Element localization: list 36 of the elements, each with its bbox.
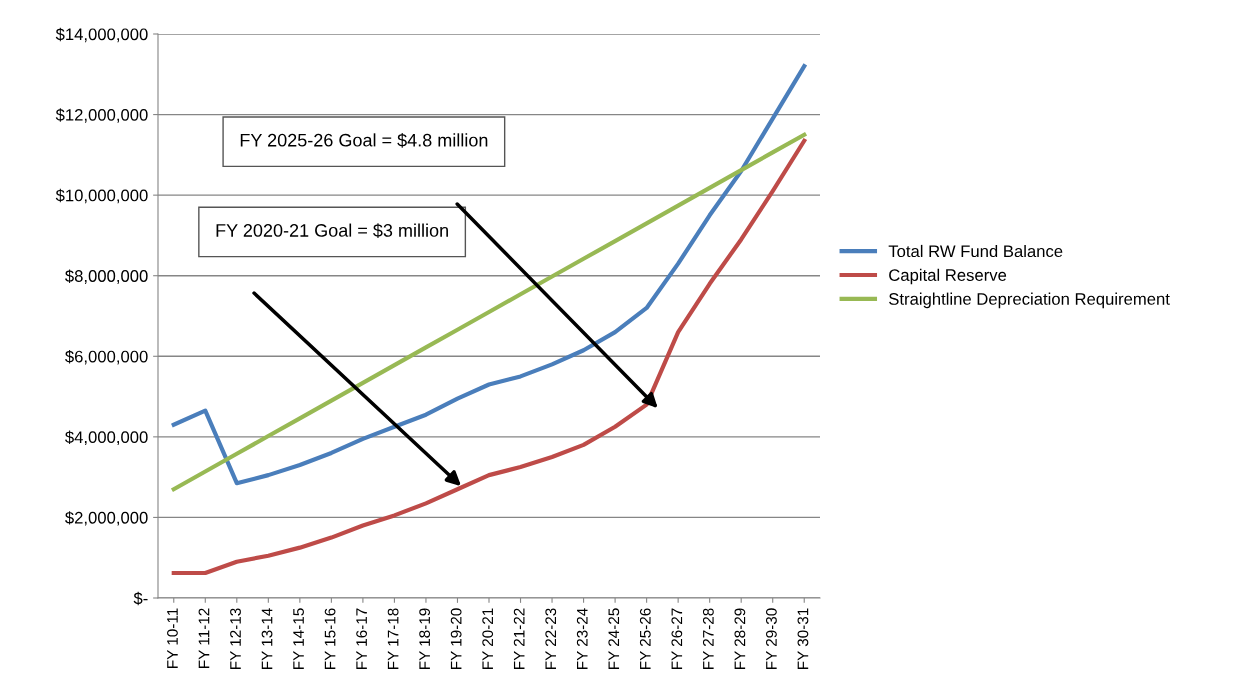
x-tick-label: FY 18-19 [419,608,431,670]
annotation: FY 2020-21 Goal = $3 million [216,223,448,238]
x-tick-label: FY 17-18 [387,608,399,670]
x-tick-label: FY 13-14 [261,608,273,670]
x-tick-label: FY 11-12 [198,608,210,668]
x-tick-label: FY 26-27 [671,608,683,670]
x-tick-label: FY 14-15 [293,608,304,670]
legend-label: Total RW Fund Balance [888,244,1063,258]
y-tick-label: $14,000,000 [55,27,148,43]
x-tick-label: FY 20-21 [482,608,494,670]
x-tick-label: FY 19-20 [450,608,462,670]
line-series [171,64,807,486]
x-tick-label: FY 23-24 [576,608,588,670]
x-tick-label: FY 30-31 [797,608,809,670]
x-tick-label: FY 10-11 [167,608,178,668]
line-series [171,132,807,492]
legend-label: Straightline Depreciation Requirement [889,292,1170,309]
y-tick-label: $10,000,000 [55,188,148,204]
x-tick-label: FY 21-22 [513,608,525,670]
y-tick-label: $8,000,000 [65,269,148,284]
y-tick-label: $12,000,000 [55,108,148,123]
x-tick-label: FY 29-30 [766,608,777,670]
y-tick-label: $2,000,000 [65,511,148,526]
y-tick-label: $- [133,591,148,606]
x-tick-label: FY 16-17 [356,608,368,670]
annotation: FY 2025-26 Goal = $4.8 million [240,133,488,148]
x-tick-label: FY 27-28 [702,608,714,670]
y-tick-label: $4,000,000 [65,430,148,446]
legend-label: Capital Reserve [889,268,1007,285]
x-tick-label: FY 24-25 [608,608,620,670]
x-tick-label: FY 15-16 [324,608,336,670]
x-tick-label: FY 22-23 [545,608,557,670]
y-tick-label: $6,000,000 [65,349,148,365]
x-tick-label: FY 28-29 [734,608,746,670]
x-tick-label: FY 12-13 [230,608,241,670]
x-tick-label: FY 25-26 [639,608,651,670]
